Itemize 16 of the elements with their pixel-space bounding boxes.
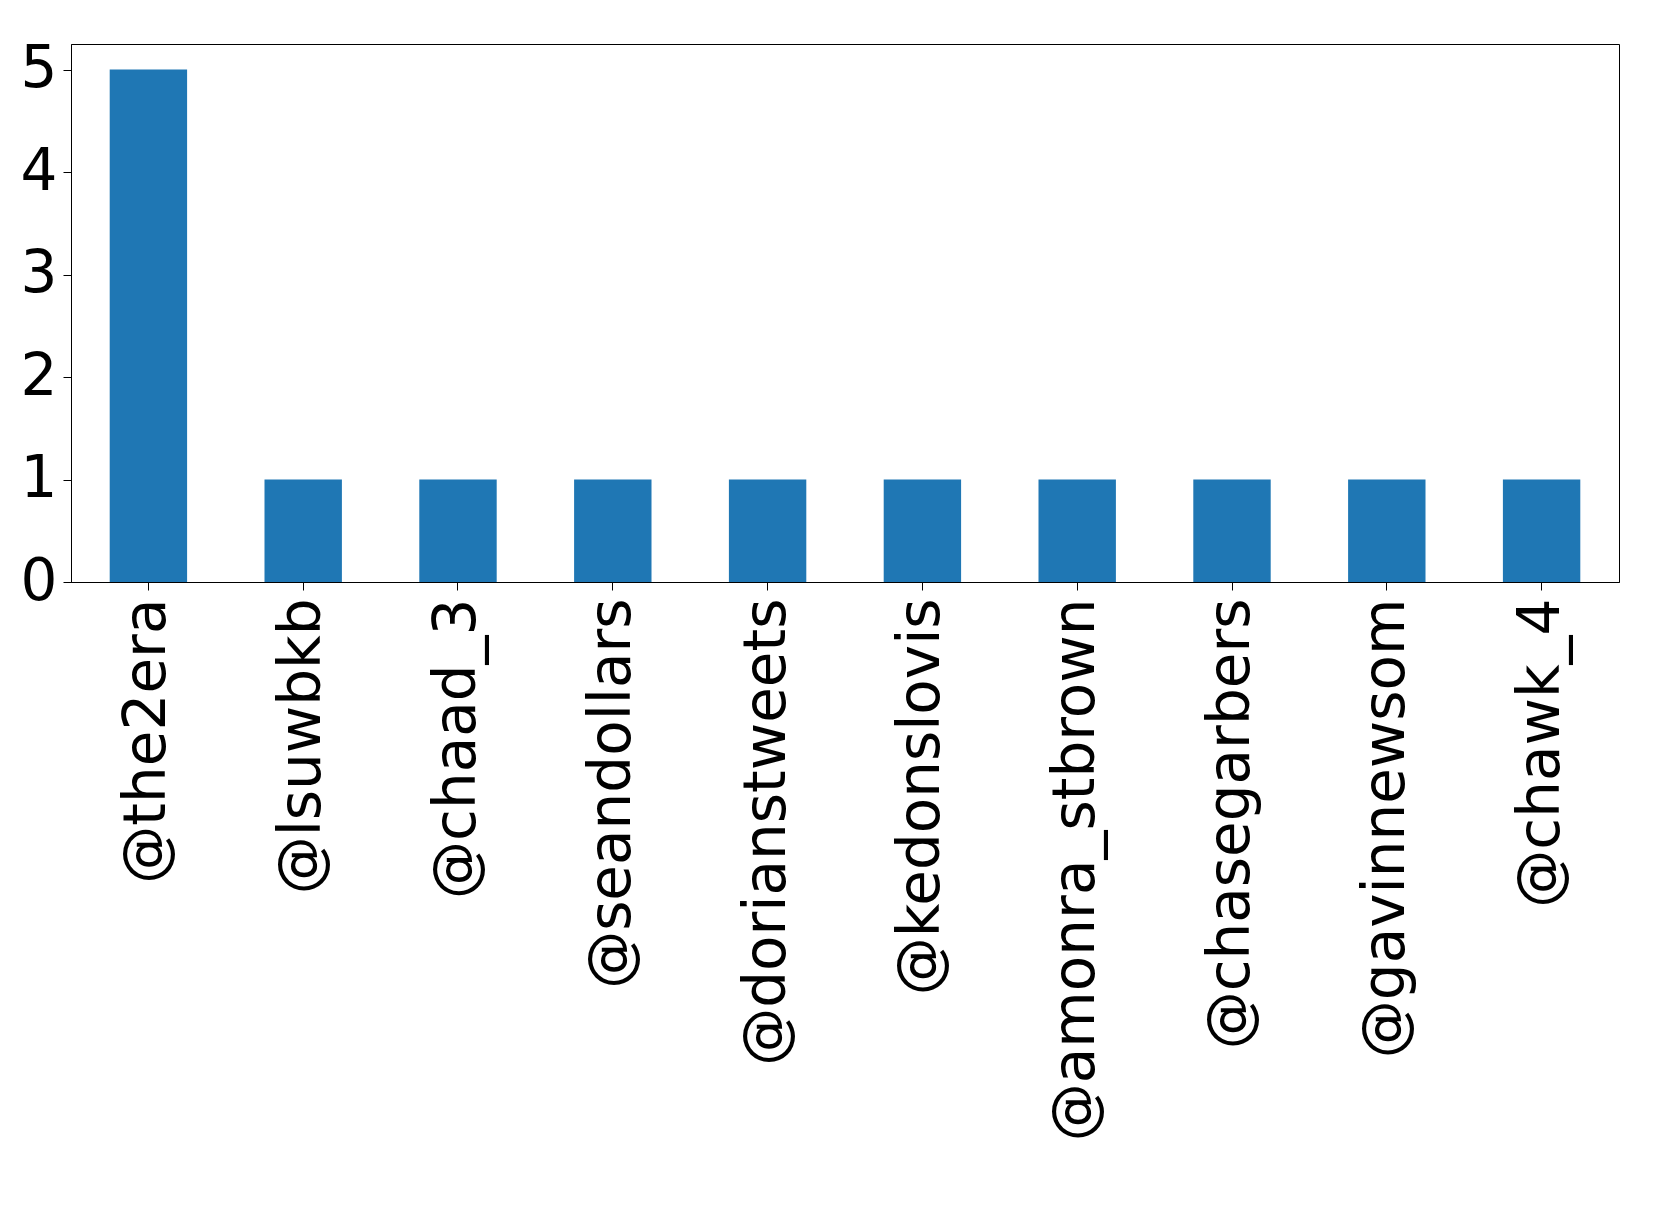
y-tick-label: 1 — [20, 443, 58, 512]
x-tick-label: @dorianstweets — [730, 598, 799, 1066]
y-tick-label: 5 — [20, 33, 58, 102]
y-tick-label: 3 — [20, 238, 58, 307]
x-tick-label: @amonra_stbrown — [1040, 598, 1109, 1142]
x-tick-label: @kedonslovis — [885, 598, 954, 996]
x-tick-label: @the2era — [111, 598, 180, 884]
x-tick-label: @gavinnewsom — [1349, 598, 1418, 1059]
y-tick-label: 0 — [20, 545, 58, 614]
x-tick-label: @lsuwbkb — [266, 598, 335, 895]
y-tick-label: 2 — [20, 340, 58, 409]
x-tick-label: @chaad_3 — [421, 598, 489, 899]
y-tick-label: 4 — [20, 135, 58, 204]
x-tick-label: @chasegarbers — [1195, 598, 1263, 1050]
x-tick-label: @chawk_4 — [1504, 598, 1573, 908]
x-tick-label: @seandollars — [575, 598, 644, 989]
